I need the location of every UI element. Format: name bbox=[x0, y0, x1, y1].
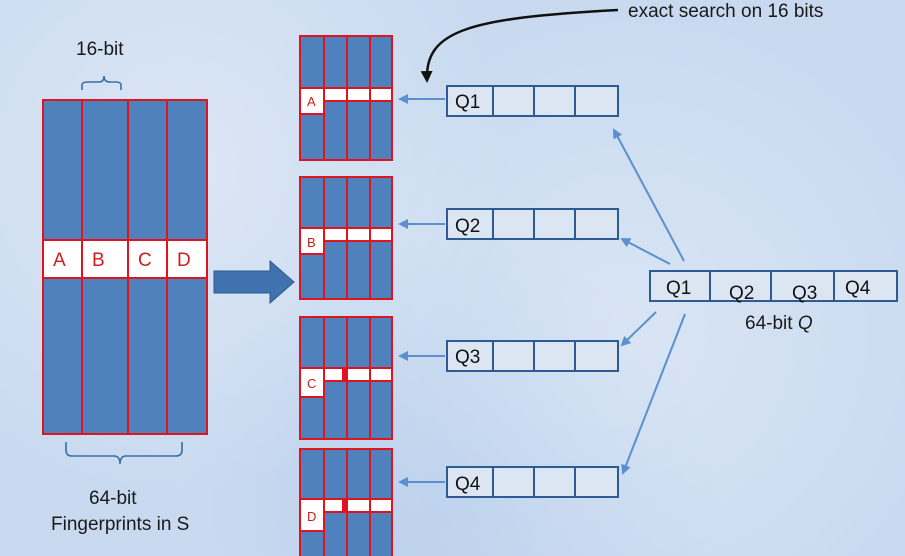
query-64bit-label: 64-bit Q bbox=[745, 313, 813, 334]
permute-arrow bbox=[213, 259, 295, 305]
query-block-q1: Q1 bbox=[666, 278, 691, 299]
query-row-3-label: Q3 bbox=[455, 347, 480, 368]
block-label-d: D bbox=[177, 250, 191, 271]
query-row-1-label: Q1 bbox=[455, 92, 480, 113]
query-block-q4: Q4 bbox=[845, 278, 871, 299]
permuted-tables: A B C D bbox=[299, 35, 393, 556]
table-a: A bbox=[299, 35, 393, 161]
table-b-letter: B bbox=[307, 235, 316, 250]
block-label-a: A bbox=[53, 250, 66, 271]
query-row-4-label: Q4 bbox=[455, 474, 481, 495]
fingerprints-label-line1: 64-bit bbox=[89, 488, 137, 509]
exact-search-annotation: exact search on 16 bits bbox=[628, 1, 823, 22]
bit16-brace bbox=[81, 75, 122, 90]
query-row-3: Q3 bbox=[398, 340, 619, 372]
query-64bit: Q1 Q2 Q3 Q4 64-bit Q bbox=[649, 270, 898, 334]
query-row-2: Q2 bbox=[398, 208, 619, 240]
fanout-arrows bbox=[613, 128, 686, 475]
table-d-letter: D bbox=[307, 509, 316, 524]
annotation-arrow bbox=[420, 8, 619, 83]
query-block-q3: Q3 bbox=[792, 283, 817, 304]
table-a-letter: A bbox=[307, 94, 316, 109]
fingerprints-label-line2: Fingerprints in S bbox=[51, 514, 189, 535]
query-rows: Q1 Q2 Q3 Q4 bbox=[398, 85, 619, 498]
table-c: C bbox=[299, 316, 393, 440]
query-row-1: Q1 bbox=[398, 85, 619, 117]
fingerprint-table: A B C D bbox=[42, 99, 208, 435]
query-row-2-label: Q2 bbox=[455, 216, 480, 237]
table-b: B bbox=[299, 176, 393, 300]
table-d: D bbox=[299, 448, 393, 556]
block-label-c: C bbox=[138, 250, 152, 271]
bit64-brace bbox=[65, 442, 183, 465]
query-row-4: Q4 bbox=[398, 466, 619, 498]
bit16-label: 16-bit bbox=[76, 39, 124, 60]
table-c-letter: C bbox=[307, 376, 316, 391]
query-block-q2: Q2 bbox=[729, 283, 754, 304]
block-label-b: B bbox=[92, 250, 105, 271]
